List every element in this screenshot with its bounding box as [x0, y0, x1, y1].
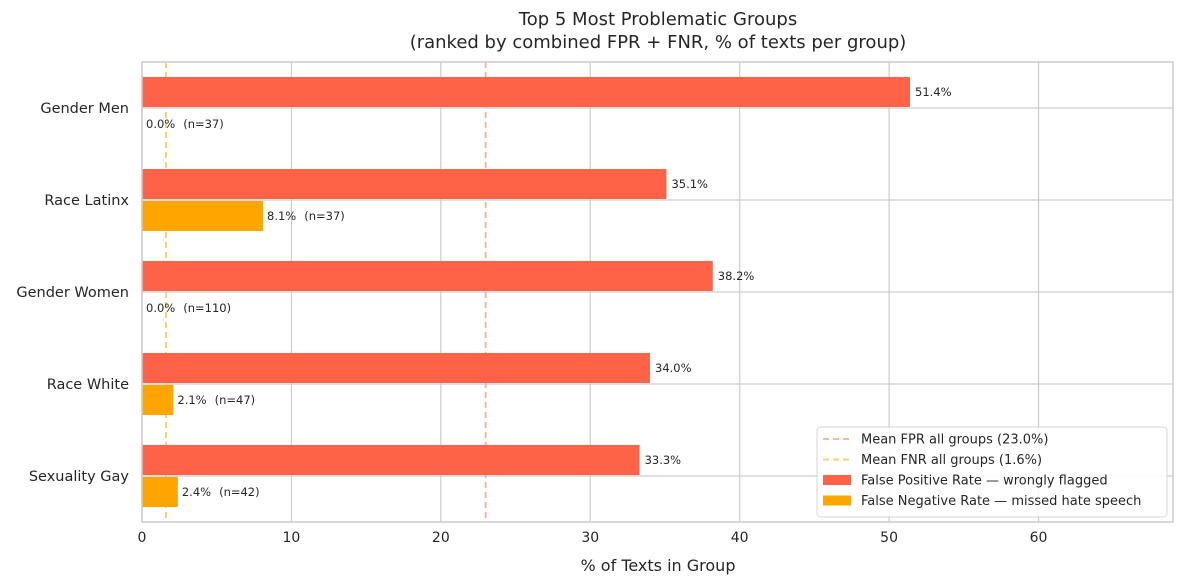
x-tick-label: 0 [138, 530, 147, 546]
category-label: Race Latinx [44, 193, 129, 209]
group-n: (n=110) [183, 301, 231, 315]
fnr-bar [142, 385, 174, 415]
fnr-value-label: 0.0% (n=37) [146, 117, 224, 131]
fnr-value-label: 2.1% (n=47) [177, 393, 255, 407]
fnr-bar [142, 477, 178, 507]
x-tick-label: 40 [731, 530, 749, 546]
x-axis-label: % of Texts in Group [581, 556, 736, 575]
fpr-bar [142, 353, 651, 383]
fpr-bar [142, 169, 667, 199]
category-label: Race White [47, 377, 129, 393]
fpr-bar [142, 445, 640, 475]
chart-subtitle: (ranked by combined FPR + FNR, % of text… [410, 32, 907, 53]
group-n: (n=37) [304, 209, 345, 223]
x-tick-label: 50 [880, 530, 898, 546]
fpr-value-label: 33.3% [645, 453, 682, 467]
legend-fnr-swatch [823, 495, 851, 506]
legend-fpr-swatch [823, 475, 851, 485]
fnr-bar [142, 201, 264, 231]
fnr-value: 0.0% [146, 301, 175, 315]
chart-title: Top 5 Most Problematic Groups [518, 9, 797, 30]
x-tick-label: 20 [432, 530, 450, 546]
fpr-value-label: 51.4% [915, 85, 952, 99]
group-n: (n=47) [215, 393, 256, 407]
fnr-value: 0.0% [146, 117, 175, 131]
category-label: Sexuality Gay [29, 469, 130, 485]
legend-fpr-text: False Positive Rate — wrongly flagged [861, 474, 1108, 489]
fpr-value-label: 34.0% [655, 361, 692, 375]
legend-mean-fpr-text: Mean FPR all groups (23.0%) [861, 433, 1048, 448]
group-n: (n=37) [183, 117, 224, 131]
fnr-value-label: 0.0% (n=110) [146, 301, 231, 315]
fpr-value-label: 38.2% [718, 269, 755, 283]
legend-fnr-text: False Negative Rate — missed hate speech [861, 494, 1141, 509]
legend-mean-fnr-text: Mean FNR all groups (1.6%) [861, 453, 1042, 468]
x-tick-label: 30 [581, 530, 599, 546]
fpr-value-label: 35.1% [671, 177, 708, 191]
fnr-value-label: 8.1% (n=37) [267, 209, 345, 223]
category-label: Gender Women [16, 285, 129, 301]
legend-box [816, 426, 1168, 518]
group-n: (n=42) [219, 485, 260, 499]
category-label: Gender Men [40, 101, 129, 117]
fnr-value: 2.1% [177, 393, 206, 407]
fpr-bar [142, 77, 911, 107]
fnr-value: 8.1% [267, 209, 296, 223]
plot-frame [141, 61, 1174, 523]
x-tick-label: 10 [283, 530, 301, 546]
fpr-bar [142, 261, 713, 291]
fnr-value: 2.4% [182, 485, 211, 499]
x-tick-label: 60 [1030, 530, 1048, 546]
fnr-value-label: 2.4% (n=42) [182, 485, 260, 499]
